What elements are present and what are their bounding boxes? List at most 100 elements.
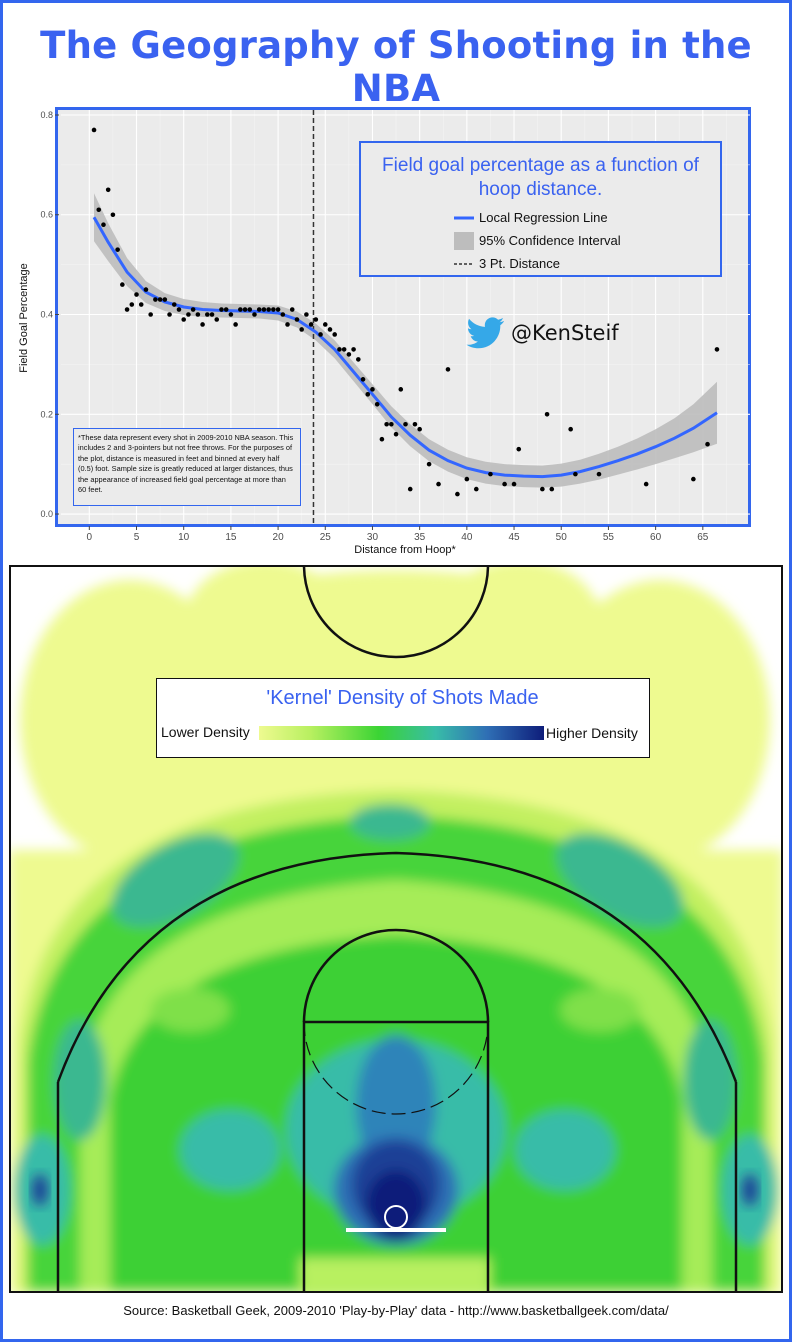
higher-density-label: Higher Density (546, 725, 638, 741)
data-point (379, 436, 385, 442)
data-point (153, 297, 158, 302)
data-point (190, 307, 196, 312)
data-point (91, 127, 97, 133)
data-point (412, 421, 418, 427)
data-point (134, 292, 139, 297)
data-point (280, 312, 286, 317)
legend-label: 95% Confidence Interval (479, 233, 621, 248)
data-point (304, 312, 309, 317)
data-point (516, 446, 522, 452)
data-point (332, 332, 338, 337)
data-point (365, 392, 371, 397)
data-point (691, 476, 696, 482)
data-point (115, 247, 120, 252)
data-point (143, 287, 149, 292)
data-point (120, 282, 125, 287)
lower-density-label: Lower Density (161, 724, 250, 740)
data-point (596, 471, 602, 477)
data-point (129, 302, 135, 307)
confidence-ribbon-key (454, 232, 474, 250)
data-point (271, 307, 276, 312)
regression-line-key (454, 216, 474, 220)
x-tick-label: 45 (508, 532, 520, 543)
x-tick-label: 55 (603, 532, 615, 543)
x-tick-label: 5 (134, 532, 140, 543)
data-point (209, 312, 215, 317)
data-point (214, 317, 220, 322)
footnote: *These data represent every shot in 2009… (73, 428, 301, 506)
data-point (105, 187, 111, 193)
data-point (124, 307, 130, 312)
data-point (426, 461, 432, 467)
data-point (445, 367, 451, 372)
data-point (261, 307, 267, 312)
data-point (714, 347, 720, 352)
legend-item-three-point: 3 Pt. Distance (454, 253, 714, 275)
data-point (360, 377, 366, 382)
x-tick-label: 50 (556, 532, 568, 543)
data-point (247, 307, 253, 312)
data-point (289, 307, 295, 312)
data-point (242, 307, 248, 312)
legend-label: 3 Pt. Distance (479, 256, 560, 271)
data-point (275, 307, 281, 312)
data-point (228, 312, 234, 317)
chart-legend: Field goal percentage as a function of h… (359, 141, 722, 277)
data-point (322, 322, 328, 327)
y-tick-label: 0.6 (40, 210, 53, 220)
data-point (351, 347, 356, 352)
data-point (167, 312, 172, 317)
x-tick-label: 60 (650, 532, 662, 543)
data-point (511, 481, 517, 487)
data-point (393, 431, 399, 437)
data-point (294, 317, 300, 322)
legend-label: Local Regression Line (479, 210, 608, 225)
y-tick-label: 0.0 (40, 509, 53, 519)
data-point (299, 327, 304, 332)
data-point (101, 222, 106, 228)
twitter-handle: @KenSteif (465, 313, 645, 357)
data-point (398, 387, 404, 392)
data-point (346, 352, 352, 357)
data-point (356, 357, 361, 362)
density-heatmap (11, 567, 781, 1291)
data-point (341, 347, 347, 352)
y-tick-label: 0.2 (40, 409, 53, 419)
data-point (384, 421, 389, 427)
data-point (488, 471, 493, 477)
data-point (502, 481, 507, 487)
data-point (374, 401, 380, 407)
data-point (96, 207, 102, 213)
x-tick-label: 65 (697, 532, 709, 543)
data-point (705, 441, 710, 447)
data-point (318, 332, 323, 337)
data-point (313, 317, 319, 322)
data-point (238, 307, 243, 312)
data-point (223, 307, 229, 312)
data-point (138, 302, 144, 307)
data-point (370, 387, 375, 392)
y-axis-label: Field Goal Percentage (18, 263, 30, 373)
y-tick-label: 0.8 (40, 110, 53, 120)
twitter-bird-icon (466, 317, 504, 349)
twitter-handle-text: @KenSteif (511, 321, 619, 345)
data-point (403, 421, 408, 427)
data-point (200, 322, 205, 327)
legend-item-regression: Local Regression Line (454, 207, 714, 229)
data-point (256, 307, 262, 312)
data-point (204, 312, 210, 317)
density-color-scale (259, 726, 544, 740)
data-point (266, 307, 271, 312)
data-point (157, 297, 163, 302)
data-point (568, 426, 573, 432)
data-point (337, 347, 342, 352)
data-point (455, 491, 460, 497)
data-point (162, 297, 168, 302)
data-point (233, 322, 238, 327)
data-point (285, 322, 290, 327)
page-title: The Geography of Shooting in the NBA (40, 24, 752, 110)
data-point (252, 312, 257, 317)
data-point (473, 486, 479, 492)
data-point (186, 312, 191, 317)
data-point (540, 486, 545, 492)
